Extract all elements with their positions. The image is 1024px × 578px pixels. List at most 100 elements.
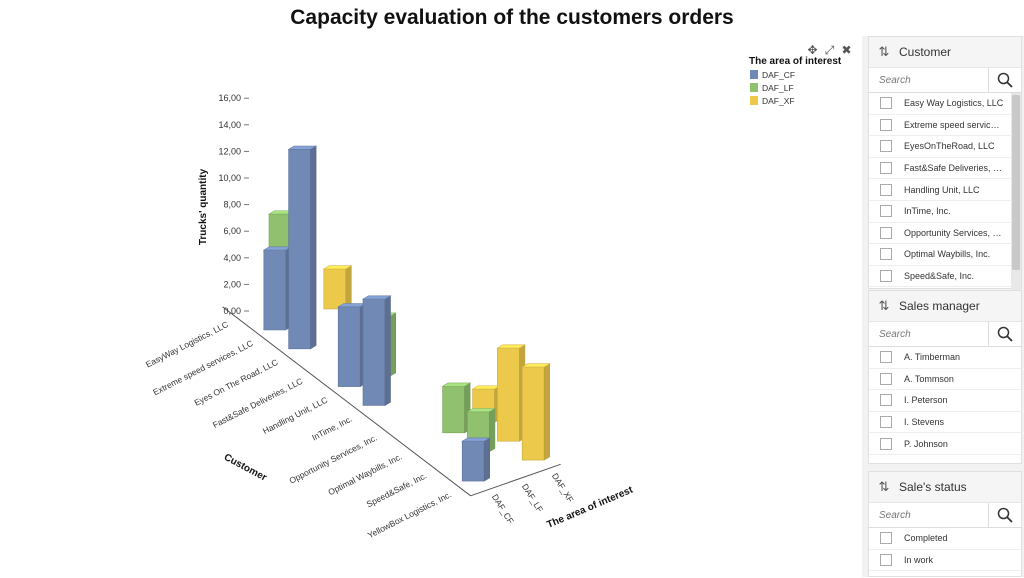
scrollbar[interactable] [1011,93,1021,290]
checkbox[interactable] [880,248,892,261]
checkbox[interactable] [880,351,892,364]
bar-top [461,437,491,442]
bar-side [310,145,317,350]
bar-top [521,363,551,368]
chart-title: Capacity evaluation of the customers ord… [290,6,734,29]
bar-side [345,265,352,310]
legend-title: The area of interest [749,56,842,67]
panel-title: Sale's status [899,480,967,494]
filter-option[interactable]: EyesOnTheRoad, LLC [869,136,1021,158]
category-axis-line [222,306,471,497]
checkbox[interactable] [880,372,892,385]
sort-icon[interactable]: ⇅ [878,479,890,494]
panel-header[interactable]: ⇅ Sales manager [869,291,1021,322]
filter-option[interactable]: Fast&Safe Deliveries, LLC [869,158,1021,180]
chart-area: 0,00 2,00 4,00 6,00 8,00 10,00 12,00 14,00 16,00… [144,56,842,540]
search-input[interactable] [869,68,989,92]
series-axis-label: DAF_XF [550,471,576,504]
bar-front [362,298,386,406]
filter-option[interactable]: Speed&Safe, Inc. [869,266,1021,288]
y-tick-label: 4,00 [223,253,241,263]
bar-side [384,295,391,407]
checkbox[interactable] [880,270,892,283]
scroll-thumb[interactable] [1012,95,1020,270]
checkbox[interactable] [880,97,892,110]
filter-option[interactable]: Handling Unit, LLC [869,179,1021,201]
option-label: Opportunity Services, Inc. [904,227,1004,238]
filter-panel-sales-manager: ⇅ Sales manager A. Timberman A. Tommson I.… [868,290,1022,464]
bar-front [521,366,545,461]
search-bar [869,503,1021,528]
bar [521,363,551,461]
checkbox[interactable] [880,205,892,218]
y-tick-label: 12,00 [218,146,241,156]
filter-option[interactable]: I. Stevens [869,412,1021,434]
search-icon [997,326,1013,342]
y-tick-label: 10,00 [218,173,241,183]
chart-bars [262,145,551,482]
option-label: Easy Way Logistics, LLC [904,98,1004,109]
sort-icon[interactable]: ⇅ [878,44,890,59]
filter-option[interactable]: Opportunity Services, Inc. [869,223,1021,245]
bar [322,265,353,310]
checkbox[interactable] [880,118,892,131]
search-button[interactable] [989,322,1021,346]
category-label: Extreme speed services, LLC [151,338,254,397]
bar-front [288,149,311,350]
checkbox[interactable] [880,140,892,153]
checkbox[interactable] [880,162,892,175]
search-input[interactable] [869,503,989,527]
filter-option[interactable]: InTime, Inc. [869,201,1021,223]
filter-option[interactable]: Easy Way Logistics, LLC [869,93,1021,115]
search-icon [997,507,1013,523]
option-label: Extreme speed services, LLC [904,119,1004,130]
checkbox[interactable] [880,532,892,545]
panel-header[interactable]: ⇅ Sale's status [869,472,1021,503]
checkbox[interactable] [880,394,892,407]
search-button[interactable] [989,503,1021,527]
option-label: Speed&Safe, Inc. [904,271,975,282]
filter-option[interactable]: Extreme speed services, LLC [869,115,1021,137]
checkbox[interactable] [880,226,892,239]
bar-top [262,246,293,251]
close-icon[interactable]: ✖ [841,43,852,57]
search-input[interactable] [869,322,989,346]
y-tick-label: 14,00 [218,120,241,130]
bar [287,145,318,350]
filter-option[interactable]: Optimal Waybills, Inc. [869,244,1021,266]
option-label: InTime, Inc. [904,206,951,217]
checkbox[interactable] [880,416,892,429]
filter-option[interactable]: I. Peterson [869,390,1021,412]
option-label: In work [904,554,934,565]
option-label: A. Tommson [904,373,954,384]
filter-list: A. Timberman A. Tommson I. Peterson I. Stev… [869,347,1021,465]
legend-swatch [750,96,758,105]
option-label: EyesOnTheRoad, LLC [904,141,995,152]
filter-option[interactable]: A. Timberman [869,347,1021,369]
legend-label: DAF_XF [762,96,795,106]
y-tick-label: 16,00 [218,93,241,103]
move-icon[interactable]: ✥ [807,43,818,57]
bar [262,246,293,331]
option-label: A. Timberman [904,352,961,363]
checkbox[interactable] [880,437,892,450]
expand-icon[interactable]: ⤢ [824,43,835,57]
filter-option[interactable]: Completed [869,528,1021,550]
y-tick-label: 6,00 [223,226,241,236]
series-axis-label: DAF_CF [490,492,516,525]
filter-option[interactable]: In work [869,550,1021,572]
filter-option[interactable]: A. Tommson [869,369,1021,391]
legend-swatch [750,70,758,79]
search-button[interactable] [989,68,1021,92]
option-label: P. Johnson [904,438,948,449]
bar-front [461,440,485,482]
search-bar [869,322,1021,347]
panel-header[interactable]: ⇅ Customer [869,37,1021,68]
filter-option[interactable]: P. Johnson [869,433,1021,455]
panel-title: Customer [899,45,952,59]
checkbox[interactable] [880,553,892,566]
bar-top [322,265,353,270]
sort-icon[interactable]: ⇅ [878,298,890,313]
checkbox[interactable] [880,183,892,196]
option-label: Completed [904,533,948,544]
